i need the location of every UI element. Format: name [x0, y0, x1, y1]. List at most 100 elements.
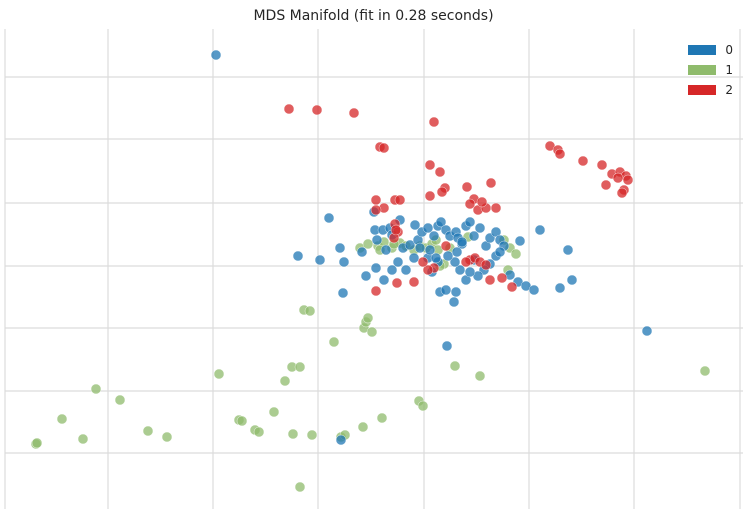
point-series-0-4 [371, 234, 383, 246]
point-series-1-7 [161, 431, 173, 443]
point-series-1-37 [362, 238, 374, 250]
legend-swatch-0 [688, 45, 717, 55]
point-series-2-17 [476, 196, 488, 208]
point-series-0-78 [430, 252, 442, 264]
point-series-0-18 [435, 216, 447, 228]
point-series-0-49 [386, 264, 398, 276]
point-series-1-17 [294, 361, 306, 373]
point-series-1-29 [357, 421, 369, 433]
point-series-0-55 [338, 256, 350, 268]
point-series-0-72 [441, 340, 453, 352]
point-series-2-54 [464, 198, 476, 210]
point-series-1-32 [417, 400, 429, 412]
point-series-0-26 [468, 230, 480, 242]
point-series-1-30 [376, 412, 388, 424]
point-series-1-18 [294, 481, 306, 493]
legend-label-0: 0 [725, 43, 733, 57]
point-series-2-29 [554, 148, 566, 160]
point-series-2-35 [622, 174, 634, 186]
point-series-0-71 [641, 325, 653, 337]
point-series-2-41 [460, 256, 472, 268]
point-series-2-50 [370, 285, 382, 297]
point-series-0-48 [392, 256, 404, 268]
point-series-2-22 [370, 204, 382, 216]
point-series-2-38 [616, 187, 628, 199]
point-series-0-80 [456, 236, 468, 248]
point-series-0-46 [408, 252, 420, 264]
point-series-0-76 [464, 266, 476, 278]
point-series-0-54 [334, 242, 346, 254]
point-series-0-15 [422, 222, 434, 234]
point-series-2-19 [394, 194, 406, 206]
point-series-1-28 [366, 326, 378, 338]
point-series-1-6 [142, 425, 154, 437]
point-series-2-3 [428, 116, 440, 128]
chart-title: MDS Manifold (fit in 0.28 seconds) [253, 8, 494, 24]
point-series-2-39 [440, 240, 452, 252]
legend-item-1: 1 [688, 60, 733, 80]
point-series-0-12 [409, 219, 421, 231]
point-series-0-69 [562, 244, 574, 256]
point-series-2-5 [378, 142, 390, 154]
point-series-0-45 [414, 242, 426, 254]
point-series-1-2 [56, 413, 68, 425]
point-series-2-46 [422, 264, 434, 276]
point-series-2-26 [390, 224, 402, 236]
point-series-2-53 [506, 281, 518, 293]
point-series-2-31 [596, 159, 608, 171]
point-series-2-49 [391, 277, 403, 289]
point-series-1-20 [304, 305, 316, 317]
point-series-2-1 [311, 104, 323, 116]
scatter-points [30, 49, 711, 493]
point-series-2-44 [480, 259, 492, 271]
point-series-0-67 [534, 224, 546, 236]
point-series-0-77 [424, 244, 436, 256]
point-series-0-74 [514, 235, 526, 247]
point-series-0-60 [440, 284, 452, 296]
legend-label-1: 1 [725, 63, 733, 77]
point-series-0-75 [494, 246, 506, 258]
point-series-1-35 [699, 365, 711, 377]
point-series-1-4 [90, 383, 102, 395]
point-series-2-36 [600, 179, 612, 191]
point-series-2-12 [485, 177, 497, 189]
point-series-2-11 [461, 181, 473, 193]
point-series-0-73 [335, 434, 347, 446]
point-series-0-1 [323, 212, 335, 224]
point-series-0-53 [356, 246, 368, 258]
point-series-1-8 [213, 368, 225, 380]
point-series-1-53 [510, 248, 522, 260]
point-series-0-58 [337, 287, 349, 299]
point-series-0-70 [566, 274, 578, 286]
point-series-0-51 [370, 262, 382, 274]
point-series-0-41 [442, 250, 454, 262]
point-series-2-9 [436, 186, 448, 198]
point-series-0-27 [474, 222, 486, 234]
legend: 0 1 2 [688, 40, 733, 100]
legend-swatch-2 [688, 85, 717, 95]
legend-item-0: 0 [688, 40, 733, 60]
point-series-0-68 [554, 282, 566, 294]
point-series-2-10 [424, 190, 436, 202]
point-series-2-48 [408, 276, 420, 288]
point-series-1-22 [328, 336, 340, 348]
legend-swatch-1 [688, 65, 717, 75]
point-series-0-40 [449, 256, 461, 268]
point-series-1-5 [114, 394, 126, 406]
point-series-1-27 [362, 312, 374, 324]
point-series-1-10 [236, 415, 248, 427]
point-series-1-34 [474, 370, 486, 382]
point-series-2-6 [424, 159, 436, 171]
point-series-1-14 [279, 375, 291, 387]
point-series-2-51 [484, 274, 496, 286]
point-series-0-25 [464, 216, 476, 228]
point-series-0-6 [380, 244, 392, 256]
point-series-0-11 [404, 239, 416, 251]
legend-label-2: 2 [725, 83, 733, 97]
point-series-2-52 [496, 272, 508, 284]
point-series-0-56 [314, 254, 326, 266]
point-series-0-39 [454, 264, 466, 276]
point-series-2-47 [417, 256, 429, 268]
legend-item-2: 2 [688, 80, 733, 100]
